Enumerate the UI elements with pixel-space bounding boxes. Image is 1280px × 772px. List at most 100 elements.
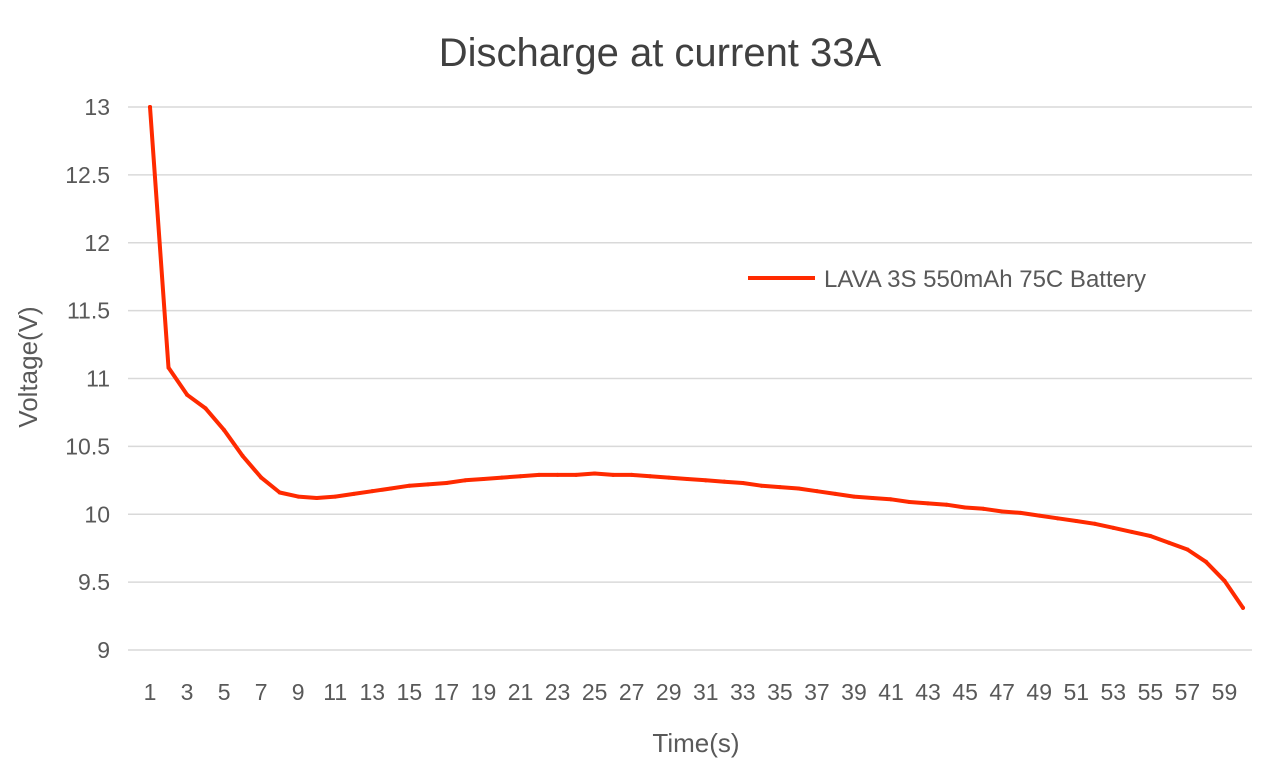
data-point	[814, 489, 819, 494]
x-tick-label: 51	[1063, 679, 1089, 705]
data-point	[499, 475, 504, 480]
data-point	[722, 479, 727, 484]
data-point	[407, 483, 412, 488]
x-tick-label: 19	[471, 679, 497, 705]
x-tick-label: 29	[656, 679, 682, 705]
data-point	[537, 472, 542, 477]
data-point	[648, 474, 653, 479]
x-tick-label: 31	[693, 679, 719, 705]
data-point	[444, 481, 449, 486]
y-axis-ticks: 9 9.5 10 10.5 11 11.5 12 12.5 13	[65, 94, 110, 663]
data-point	[425, 482, 430, 487]
x-tick-label: 49	[1026, 679, 1052, 705]
data-point	[259, 475, 264, 480]
x-tick-label: 55	[1138, 679, 1164, 705]
data-point	[685, 476, 690, 481]
data-point	[1092, 521, 1097, 526]
data-point	[574, 472, 579, 477]
x-tick-label: 7	[255, 679, 268, 705]
chart-title: Discharge at current 33A	[439, 31, 882, 75]
y-tick-label: 10.5	[65, 433, 110, 459]
x-tick-label: 35	[767, 679, 793, 705]
y-tick-label: 9.5	[78, 569, 110, 595]
gridlines	[128, 106, 1252, 651]
data-point	[277, 490, 282, 495]
data-point	[1037, 513, 1042, 518]
data-point	[1185, 547, 1190, 552]
x-tick-label: 5	[218, 679, 231, 705]
x-tick-label: 45	[952, 679, 978, 705]
data-point	[222, 428, 227, 433]
data-point	[462, 478, 467, 483]
data-point	[1111, 525, 1116, 530]
x-tick-label: 13	[360, 679, 386, 705]
data-point	[629, 472, 634, 477]
data-point	[185, 392, 190, 397]
x-axis-label: Time(s)	[652, 728, 739, 758]
data-point	[740, 481, 745, 486]
legend-label: LAVA 3S 550mAh 75C Battery	[824, 266, 1146, 293]
x-tick-label: 53	[1101, 679, 1127, 705]
data-point	[611, 472, 616, 477]
data-point	[518, 474, 523, 479]
series-layer	[148, 105, 1245, 610]
y-tick-label: 10	[84, 501, 110, 527]
y-tick-label: 9	[97, 637, 110, 663]
legend: LAVA 3S 550mAh 75C Battery	[748, 266, 1146, 293]
y-tick-label: 11	[86, 366, 110, 392]
data-point	[759, 483, 764, 488]
data-point	[351, 491, 356, 496]
data-point	[148, 105, 152, 109]
y-tick-label: 13	[84, 94, 110, 120]
data-point	[240, 453, 245, 458]
x-tick-label: 37	[804, 679, 830, 705]
x-tick-label: 33	[730, 679, 756, 705]
x-tick-label: 11	[323, 679, 347, 705]
data-point	[1129, 529, 1134, 534]
x-axis-ticks: 1 3 5 7 9 11 13 15 17 19 21 23 25 27 29 31 33 35 37 39 41 43 4…	[144, 679, 1238, 705]
x-tick-label: 39	[841, 679, 867, 705]
data-point	[296, 494, 301, 499]
y-tick-label: 11.5	[67, 298, 110, 324]
data-point	[1241, 605, 1245, 610]
x-tick-label: 57	[1175, 679, 1201, 705]
data-point	[166, 365, 171, 370]
data-point	[314, 495, 319, 500]
data-point	[388, 486, 393, 491]
series-line	[148, 105, 1245, 610]
data-point	[592, 471, 597, 476]
data-point	[481, 476, 486, 481]
x-tick-label: 15	[397, 679, 423, 705]
x-tick-label: 41	[878, 679, 904, 705]
data-point	[851, 494, 856, 499]
data-point	[981, 506, 986, 511]
x-tick-label: 3	[181, 679, 194, 705]
data-point	[926, 501, 931, 506]
x-tick-label: 23	[545, 679, 571, 705]
y-tick-label: 12.5	[65, 162, 110, 188]
data-point	[796, 486, 801, 491]
x-tick-label: 21	[508, 679, 534, 705]
data-point	[777, 485, 782, 490]
data-point	[963, 505, 968, 510]
x-tick-label: 59	[1212, 679, 1238, 705]
data-point	[203, 406, 208, 411]
x-tick-label: 9	[292, 679, 305, 705]
data-point	[1018, 510, 1023, 515]
data-point	[1203, 559, 1208, 564]
data-point	[555, 472, 560, 477]
data-point	[1166, 540, 1171, 545]
data-point	[666, 475, 671, 480]
data-point	[889, 497, 894, 502]
x-tick-label: 17	[434, 679, 460, 705]
x-tick-label: 1	[144, 679, 157, 705]
data-point	[833, 491, 838, 496]
y-axis-label: Voltage(V)	[13, 306, 43, 427]
x-tick-label: 47	[989, 679, 1015, 705]
data-point	[1000, 509, 1005, 514]
data-point	[907, 500, 912, 505]
data-point	[333, 494, 338, 499]
data-point	[370, 489, 375, 494]
y-tick-label: 12	[84, 230, 110, 256]
data-point	[1055, 516, 1060, 521]
